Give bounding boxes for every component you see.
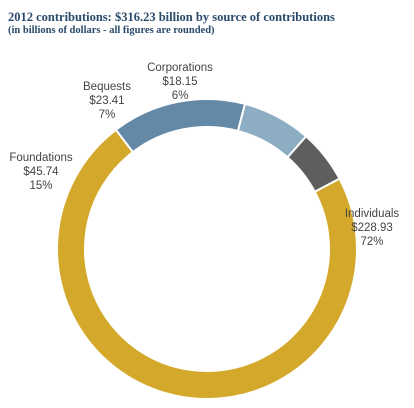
slice-value: $228.93 bbox=[351, 222, 393, 234]
slice-percent: 72% bbox=[360, 236, 383, 248]
slice-label-individuals: Individuals $228.93 72% bbox=[345, 208, 400, 248]
slice-percent: 6% bbox=[172, 90, 189, 102]
slice-name: Bequests bbox=[83, 81, 131, 93]
chart-title: 2012 contributions: $316.23 billion by s… bbox=[8, 10, 335, 24]
slice-name: Corporations bbox=[147, 62, 213, 74]
slice-percent: 7% bbox=[99, 109, 116, 121]
slice-name: Individuals bbox=[345, 208, 400, 220]
slice-percent: 15% bbox=[29, 180, 52, 192]
slice-label-corporations: Corporations $18.15 6% bbox=[147, 62, 213, 102]
slice-foundations bbox=[114, 98, 247, 154]
slice-corporations bbox=[286, 134, 341, 194]
slice-value: $23.41 bbox=[89, 95, 124, 107]
slice-value: $45.74 bbox=[23, 166, 59, 178]
chart-subtitle: (in billions of dollars - all figures ar… bbox=[8, 25, 215, 36]
slice-name: Foundations bbox=[9, 152, 73, 164]
slice-value: $18.15 bbox=[162, 76, 197, 88]
slice-individuals bbox=[56, 128, 358, 400]
slice-label-bequests: Bequests $23.41 7% bbox=[83, 81, 131, 121]
slice-label-foundations: Foundations $45.74 15% bbox=[9, 152, 73, 192]
